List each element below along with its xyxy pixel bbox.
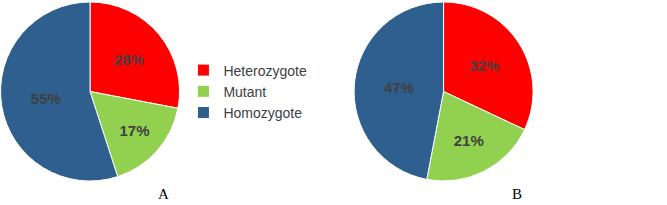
svg-text:55%: 55% <box>31 90 61 107</box>
svg-text:32%: 32% <box>470 57 500 74</box>
svg-text:21%: 21% <box>454 132 484 149</box>
svg-text:47%: 47% <box>384 79 414 96</box>
svg-text:28%: 28% <box>114 51 144 68</box>
svg-text:Homozygote: Homozygote <box>223 105 302 121</box>
svg-text:17%: 17% <box>120 122 150 139</box>
svg-text:Heterozygote: Heterozygote <box>223 63 306 79</box>
svg-text:A: A <box>158 186 169 202</box>
svg-text:B: B <box>512 186 522 202</box>
svg-text:Mutant: Mutant <box>223 84 266 100</box>
